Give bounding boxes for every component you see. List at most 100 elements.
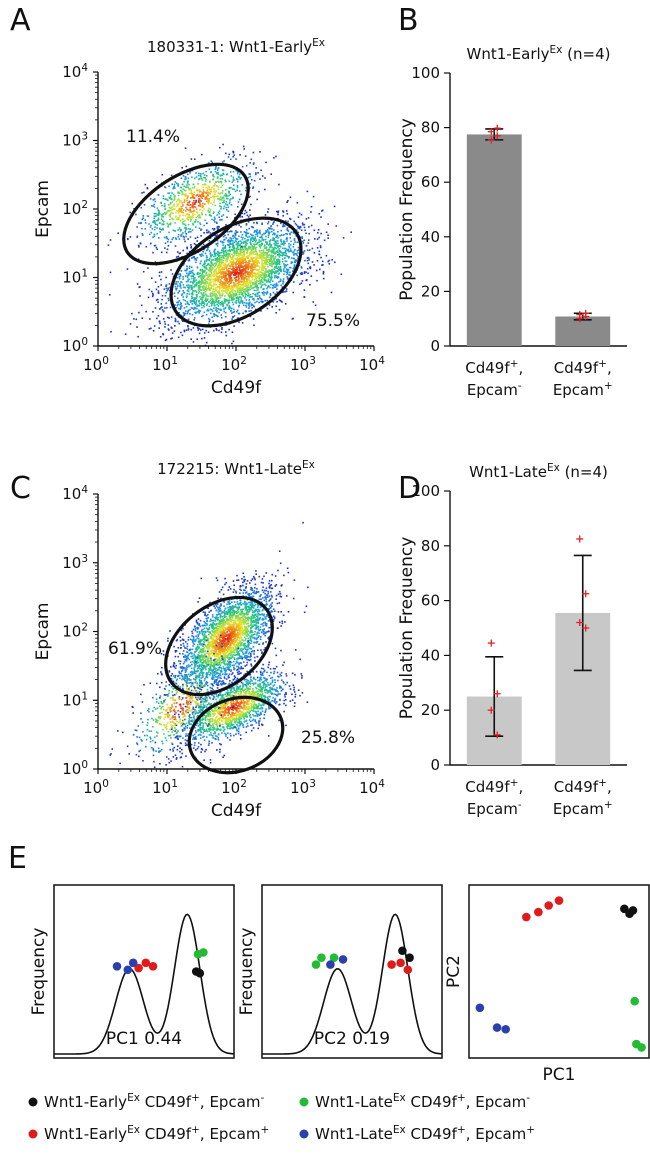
density-curve	[262, 913, 442, 1055]
y-axis-label: Population Frequency	[397, 118, 417, 301]
gate-ellipse	[169, 216, 303, 328]
sample-dot	[630, 996, 639, 1006]
panel-letter-e: E	[8, 841, 27, 876]
y-tick-label: 103	[62, 553, 88, 572]
y-tick-label: 80	[421, 119, 440, 137]
bar-chart-D: Wnt1-LateEx (n=4) 0 20 40 60 80 100 Population …	[397, 462, 627, 818]
sample-dot	[387, 960, 396, 969]
plot-frame	[468, 884, 650, 1059]
data-point	[576, 619, 584, 627]
sample-dot	[148, 962, 158, 971]
plot-title: Wnt1-LateEx (n=4)	[469, 462, 608, 481]
sample-dot	[134, 963, 143, 973]
legend-label: Wnt1-LateEx CD49f+, Epcam-	[315, 1092, 530, 1111]
y-tick-label: 101	[62, 690, 88, 709]
y-tick-label: 60	[421, 592, 440, 610]
x-tick-label: 102	[221, 778, 247, 797]
sample-dot	[522, 912, 531, 922]
category-label-line1: Cd49f+,	[465, 777, 523, 796]
plot-title: Wnt1-EarlyEx (n=4)	[466, 44, 610, 63]
x-axis-label: Cd49f	[211, 801, 262, 821]
legend-marker	[299, 1129, 309, 1139]
legend-marker	[299, 1097, 309, 1107]
sample-dot	[403, 965, 413, 975]
pc-density-E1: Frequency PC1 0.44	[29, 884, 235, 1059]
x-tick-label: 102	[221, 355, 247, 374]
sample-dot	[637, 1043, 646, 1052]
y-tick-label: 100	[411, 64, 440, 82]
x-axis-label: Cd49f	[211, 378, 262, 398]
pc-variance-label: PC2 0.19	[314, 1029, 390, 1049]
y-axis-label: Population Frequency	[397, 537, 417, 720]
gate-percent-label: 11.4%	[126, 127, 180, 147]
pc-density-E2: Frequency PC2 0.19	[237, 884, 443, 1059]
data-point	[582, 590, 590, 598]
plot-title: 172215: Wnt1-LateEx	[157, 459, 315, 478]
gate-percent-label: 61.9%	[108, 639, 162, 659]
data-point	[493, 132, 501, 140]
sample-dot	[317, 953, 326, 962]
bar	[466, 134, 522, 346]
plot-frame	[261, 884, 443, 1059]
sample-dot	[405, 953, 414, 962]
sample-dot	[475, 1003, 485, 1013]
category-label-line2: Epcam+	[553, 799, 613, 818]
pc-variance-label: PC1 0.44	[106, 1029, 182, 1049]
gate-percent-label: 75.5%	[306, 311, 360, 331]
bar	[555, 316, 611, 346]
gate-ellipse	[187, 695, 285, 775]
y-tick-label: 103	[62, 131, 88, 150]
y-axis-label: Frequency	[29, 928, 49, 1016]
legend-label: Wnt1-EarlyEx CD49f+, Epcam-	[44, 1092, 265, 1111]
sample-dot	[326, 960, 335, 969]
sample-dot	[199, 948, 208, 957]
y-tick-label: 60	[421, 173, 440, 191]
sample-dot	[501, 1024, 510, 1034]
x-tick-label: 103	[290, 355, 316, 374]
x-tick-label: 104	[359, 778, 385, 797]
sample-dot	[311, 960, 321, 969]
sample-dot	[492, 1023, 502, 1032]
y-tick-label: 102	[62, 622, 88, 641]
y-tick-label: 100	[62, 759, 88, 778]
sample-dot	[628, 906, 638, 915]
error-bar	[573, 554, 592, 672]
category-label-line2: Epcam-	[467, 799, 522, 818]
y-tick-label: 100	[62, 336, 88, 355]
plot-title: 180331-1: Wnt1-EarlyEx	[147, 37, 325, 56]
y-axis-label: Epcam	[33, 180, 53, 238]
data-point	[576, 535, 584, 543]
y-tick-label: 40	[421, 646, 440, 664]
legend-label: Wnt1-EarlyEx CD49f+, Epcam+	[44, 1124, 269, 1143]
data-point	[582, 624, 590, 632]
y-tick-label: 80	[421, 537, 440, 555]
x-tick-label: 100	[83, 355, 109, 374]
y-tick-label: 104	[62, 62, 88, 81]
gate-ellipse	[164, 595, 274, 697]
data-point	[487, 128, 495, 136]
y-axis-label: Epcam	[33, 603, 53, 661]
y-tick-label: 100	[411, 482, 440, 500]
y-axis-label: Frequency	[237, 928, 257, 1016]
y-tick-label: 101	[62, 268, 88, 287]
y-tick-label: 104	[62, 484, 88, 503]
plot-frame	[53, 884, 235, 1059]
sample-dot	[544, 901, 553, 910]
sample-dot	[534, 907, 543, 917]
category-label-line2: Epcam-	[467, 380, 522, 399]
category-label-line2: Epcam+	[553, 380, 613, 399]
sample-dot	[396, 958, 405, 968]
legend-label: Wnt1-LateEx CD49f+, Epcam+	[315, 1124, 535, 1143]
bar-chart-B: Wnt1-EarlyEx (n=4) 0 20 40 60 80 100 Population…	[397, 44, 627, 399]
x-tick-label: 101	[152, 778, 178, 797]
panel-letter-d: D	[398, 471, 421, 506]
panel-letter-c: C	[10, 471, 31, 506]
data-point	[487, 639, 495, 647]
y-tick-label: 20	[421, 701, 440, 719]
sample-dot	[128, 958, 138, 968]
data-point	[493, 690, 501, 698]
category-label-line1: Cd49f+,	[465, 358, 523, 377]
x-tick-label: 104	[359, 355, 385, 374]
